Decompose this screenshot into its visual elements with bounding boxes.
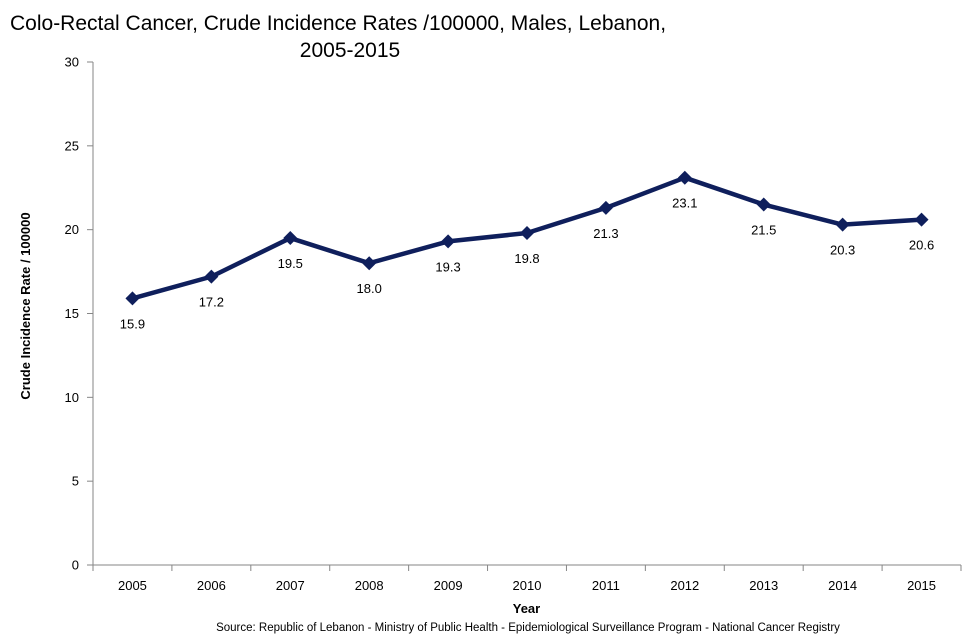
- x-tick-label: 2013: [749, 578, 778, 593]
- x-axis-ticks: 2005 2006 2007 2008 2009 2010 2011 2012 2013 2014…: [92, 565, 962, 593]
- data-label: 17.2: [199, 295, 224, 310]
- y-axis-title: Crude Incidence Rate / 100000: [18, 212, 33, 399]
- y-tick-label: 25: [65, 138, 79, 153]
- data-point-marker: [204, 269, 219, 284]
- x-tick-label: 2011: [592, 578, 620, 593]
- data-point-marker: [598, 200, 613, 215]
- data-point-marker: [125, 291, 140, 306]
- data-label: 19.8: [514, 251, 539, 266]
- data-point-marker: [756, 197, 771, 212]
- y-tick-label: 0: [72, 558, 79, 573]
- x-tick-label: 2009: [434, 578, 463, 593]
- y-tick-label: 10: [65, 390, 79, 405]
- data-point-marker: [914, 212, 929, 227]
- data-label: 19.3: [435, 259, 460, 274]
- x-tick-label: 2010: [513, 578, 542, 593]
- x-tick-label: 2008: [355, 578, 384, 593]
- x-tick-label: 2014: [828, 578, 857, 593]
- x-tick-label: 2007: [276, 578, 305, 593]
- y-tick-label: 15: [65, 306, 79, 321]
- data-label: 21.3: [593, 226, 618, 241]
- y-tick-label: 20: [65, 222, 79, 237]
- y-axis-ticks: 0 5 10 15 20 25 30: [65, 55, 93, 573]
- data-label: 19.5: [278, 256, 303, 271]
- x-tick-label: 2006: [197, 578, 226, 593]
- data-point-marker: [362, 256, 377, 271]
- source-note: Source: Republic of Lebanon - Ministry o…: [216, 622, 840, 634]
- data-label: 23.1: [672, 196, 697, 211]
- chart-title-line-2: 2005-2015: [300, 39, 400, 62]
- chart-title-line-1: Colo-Rectal Cancer, Crude Incidence Rate…: [10, 12, 666, 35]
- x-axis-title: Year: [513, 601, 540, 616]
- data-point-marker: [835, 217, 850, 232]
- y-tick-label: 30: [65, 55, 79, 70]
- data-point-marker: [283, 231, 298, 246]
- data-label: 21.5: [751, 223, 776, 238]
- series-markers: [125, 170, 929, 306]
- data-point-marker: [677, 170, 692, 185]
- data-point-marker: [441, 234, 456, 249]
- y-tick-label: 5: [72, 474, 79, 489]
- x-tick-label: 2015: [907, 578, 936, 593]
- data-label: 15.9: [120, 316, 145, 331]
- x-tick-label: 2005: [118, 578, 147, 593]
- x-tick-label: 2012: [670, 578, 699, 593]
- data-label: 20.6: [909, 238, 934, 253]
- axes: [92, 62, 961, 566]
- data-label: 18.0: [357, 281, 382, 296]
- data-point-marker: [520, 226, 534, 241]
- data-label: 20.3: [830, 243, 855, 258]
- data-labels: 15.9 17.2 19.5 18.0 19.3 19.8 21.3 23.1 21.5 20.3…: [120, 196, 934, 332]
